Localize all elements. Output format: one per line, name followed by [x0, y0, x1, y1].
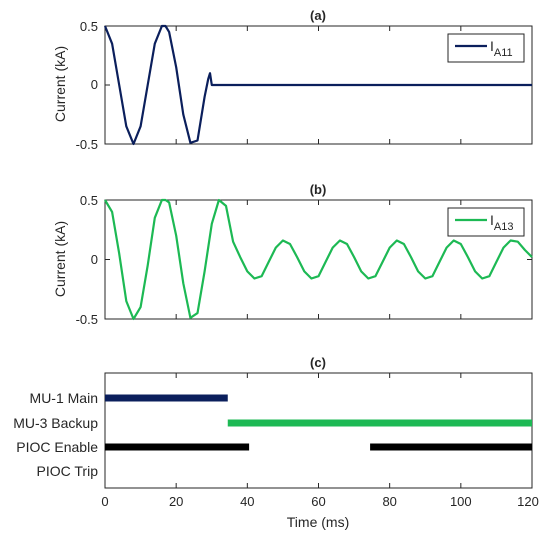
panel-a-ylabel: Current (kA) — [52, 46, 68, 122]
xtick-40: 40 — [240, 494, 254, 509]
xtick-60: 60 — [311, 494, 325, 509]
panel-a-ytick-top: 0.5 — [80, 19, 98, 34]
panel-a-legend-subscript: A11 — [494, 47, 513, 59]
timeline-bar — [105, 443, 250, 451]
panel-c-ticks — [104, 373, 533, 488]
panel-a: (a) Current (kA) 0.5 0 -0.5 IA11 — [52, 8, 533, 152]
panel-a-ticks — [104, 25, 533, 145]
timeline-bar — [370, 443, 532, 451]
panel-c-bars — [105, 394, 532, 451]
row-label-pioc-enable: PIOC Enable — [16, 439, 98, 455]
panel-c-axes — [104, 372, 533, 489]
xtick-20: 20 — [169, 494, 183, 509]
panel-b-ticks — [104, 199, 533, 320]
panel-a-series-line — [103, 24, 532, 146]
row-label-mu1-main: MU-1 Main — [30, 390, 98, 406]
row-label-mu3-backup: MU-3 Backup — [13, 415, 98, 431]
xtick-100: 100 — [450, 494, 472, 509]
row-label-pioc-trip: PIOC Trip — [37, 463, 99, 479]
panel-a-ytick-mid: 0 — [91, 77, 98, 92]
xtick-80: 80 — [382, 494, 396, 509]
panel-c-title: (c) — [310, 355, 326, 370]
panel-a-title: (a) — [310, 8, 326, 23]
panel-a-legend-box — [447, 33, 525, 63]
panel-b-ylabel: Current (kA) — [52, 221, 68, 297]
panel-a-legend-label: IA11 — [490, 38, 513, 59]
panel-b: (b) Current (kA) 0.5 0 -0.5 IA13 — [52, 182, 533, 327]
panel-a-ytick-bottom: -0.5 — [76, 137, 98, 152]
panel-a-legend: IA11 — [447, 33, 525, 63]
timeline-bar — [105, 394, 228, 402]
xtick-120: 120 — [517, 494, 539, 509]
panel-c: (c) MU-1 Main MU-3 Backup PIOC Enable PI… — [13, 355, 539, 530]
panel-c-xlabel: Time (ms) — [287, 514, 349, 530]
panel-a-legend-name: I — [490, 38, 494, 54]
panel-b-legend-subscript: A13 — [494, 221, 514, 233]
panel-b-ytick-top: 0.5 — [80, 193, 98, 208]
panel-b-ytick-mid: 0 — [91, 252, 98, 267]
panel-b-ytick-bottom: -0.5 — [76, 312, 98, 327]
panel-b-legend: IA13 — [447, 207, 525, 237]
xtick-0: 0 — [101, 494, 108, 509]
panel-b-legend-label: IA13 — [490, 212, 513, 233]
panel-b-legend-box — [447, 207, 525, 237]
panel-b-series-line — [104, 198, 533, 321]
timeline-bar — [227, 419, 532, 427]
panel-b-legend-name: I — [490, 212, 494, 228]
panel-b-title: (b) — [310, 182, 327, 197]
